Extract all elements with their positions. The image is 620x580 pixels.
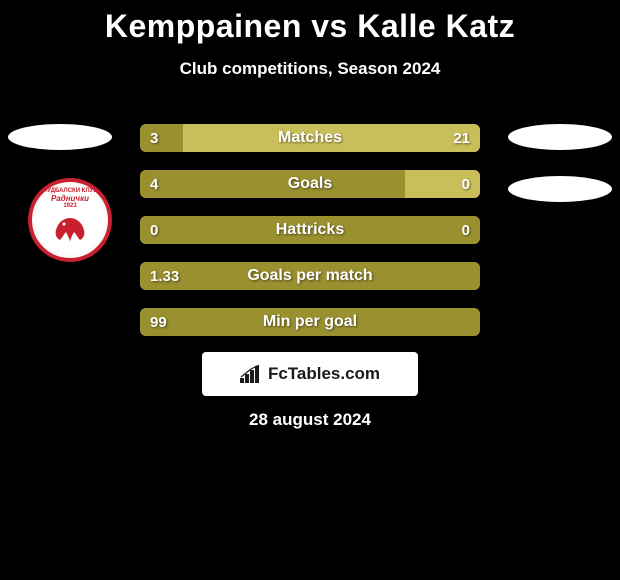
bar-label: Goals per match: [140, 262, 480, 290]
eagle-icon: [50, 214, 90, 244]
bar-label: Hattricks: [140, 216, 480, 244]
brand-box: FcTables.com: [202, 352, 418, 396]
club-logo-text-2: Раднички: [51, 195, 89, 204]
page-subtitle: Club competitions, Season 2024: [0, 59, 620, 79]
player-left-avatar-placeholder: [8, 124, 112, 150]
bar-label: Matches: [140, 124, 480, 152]
club-logo-text-3: 1923: [63, 203, 76, 210]
bar-row: 321Matches: [140, 124, 480, 152]
brand-text: FcTables.com: [268, 364, 380, 384]
brand-chart-icon: [240, 365, 262, 383]
player-right-avatar-placeholder-1: [508, 124, 612, 150]
date-text: 28 august 2024: [0, 410, 620, 430]
bar-label: Min per goal: [140, 308, 480, 336]
page-title: Kemppainen vs Kalle Katz: [0, 0, 620, 45]
bar-label: Goals: [140, 170, 480, 198]
player-right-avatar-placeholder-2: [508, 176, 612, 202]
club-logo: ФУДБАЛСКИ КЛУБ Раднички 1923: [28, 178, 112, 262]
comparison-bars: 321Matches 40Goals 00Hattricks 1.33Goals pe…: [140, 124, 480, 354]
bar-row: 99Min per goal: [140, 308, 480, 336]
bar-row: 00Hattricks: [140, 216, 480, 244]
bar-row: 40Goals: [140, 170, 480, 198]
bar-row: 1.33Goals per match: [140, 262, 480, 290]
